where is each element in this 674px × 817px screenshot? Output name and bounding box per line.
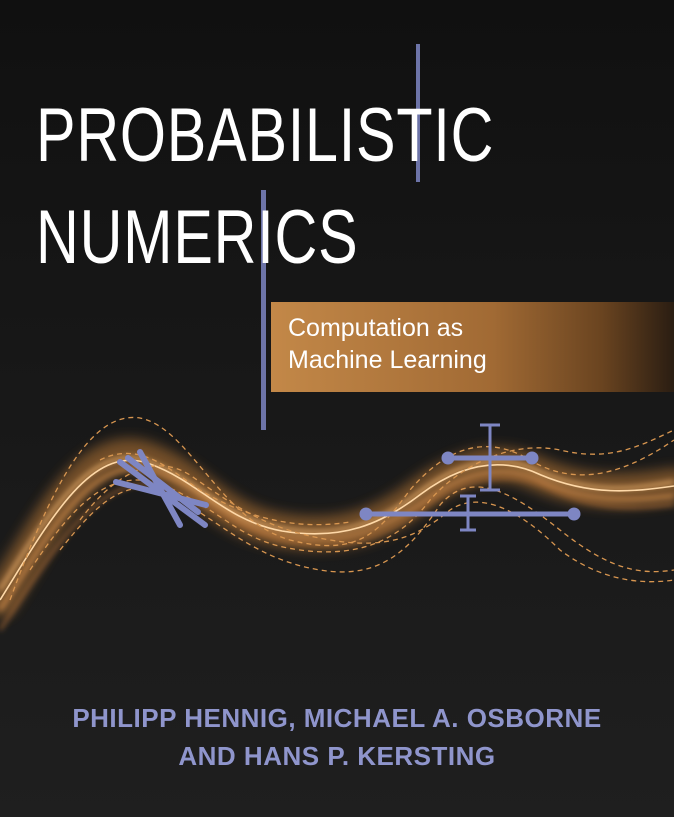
subtitle-line-2: Machine Learning [288, 346, 487, 374]
subtitle-line-1: Computation as [288, 314, 464, 342]
gaussian-process-illustration [0, 416, 674, 631]
mean-curve [0, 459, 674, 601]
subtitle-band: Computation as Machine Learning [271, 302, 674, 392]
sample-curves [0, 456, 674, 631]
title-accent-bar [261, 190, 266, 430]
title-accent-bar [416, 44, 420, 182]
posterior-glow [0, 438, 674, 617]
book-title-line-2: NUMERICS [36, 195, 359, 280]
book-title-line-1: PROBABILISTIC [36, 93, 495, 178]
authors-line-1: PHILIPP HENNIG, MICHAEL A. OSBORNE [72, 703, 602, 733]
gradient-observation [113, 449, 209, 528]
authors-line-2: AND HANS P. KERSTING [178, 741, 496, 771]
observation-error-bars [359, 423, 581, 532]
